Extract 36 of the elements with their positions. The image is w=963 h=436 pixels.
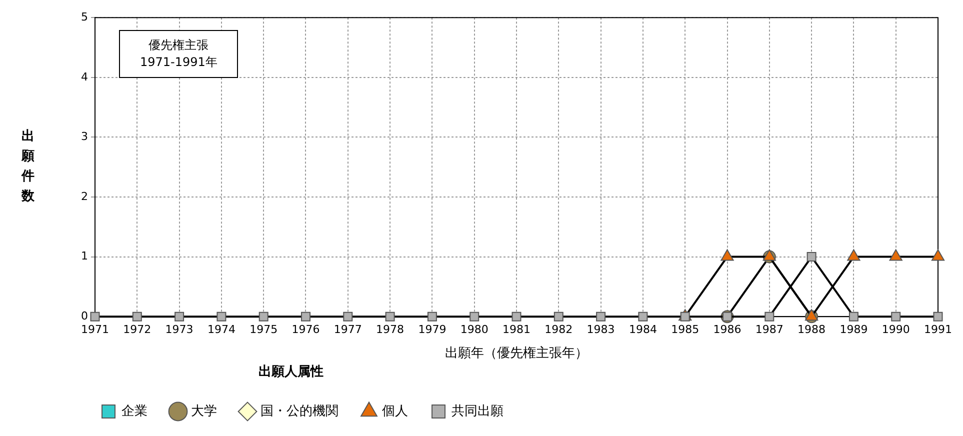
y-tick-label: 1	[81, 250, 88, 263]
x-tick-label: 1986	[713, 323, 742, 336]
x-tick-label: 1985	[671, 323, 700, 336]
x-tick-label: 1988	[798, 323, 826, 336]
x-tick-label: 1991	[924, 323, 952, 336]
legend-label: 共同出願	[452, 404, 504, 419]
y-tick-label: 4	[81, 70, 88, 84]
x-tick-label: 1983	[586, 323, 615, 336]
x-tick-label: 1977	[334, 323, 362, 336]
legend-label: 企業	[122, 404, 148, 419]
x-tick-label: 1975	[250, 323, 278, 336]
x-tick-label: 1981	[502, 323, 530, 336]
y-tick-label: 2	[81, 190, 88, 203]
x-tick-label: 1987	[755, 323, 784, 336]
note-box: 優先権主張 1971-1991年	[118, 30, 238, 78]
y-tick-label: 0	[81, 309, 88, 322]
x-tick-label: 1982	[544, 323, 573, 336]
x-tick-label: 1974	[207, 323, 236, 336]
y-tick-label: 3	[81, 130, 88, 144]
y-tick-label: 5	[81, 10, 88, 24]
x-tick-label: 1971	[81, 323, 109, 336]
x-tick-label: 1989	[840, 323, 868, 336]
x-tick-label: 1973	[165, 323, 194, 336]
x-tick-label: 1972	[123, 323, 152, 336]
legend-label: 個人	[382, 404, 408, 419]
legend-label: 国・公的機関	[260, 404, 338, 419]
x-tick-label: 1980	[460, 323, 488, 336]
x-tick-label: 1978	[376, 323, 404, 336]
x-axis-title: 出願年（優先権主張年）	[445, 344, 588, 361]
y-axis-title: 出願件数	[20, 128, 36, 206]
legend-title: 出願人属性	[258, 364, 324, 380]
x-tick-label: 1976	[292, 323, 320, 336]
x-tick-label: 1979	[418, 323, 446, 336]
x-tick-label: 1984	[628, 323, 657, 336]
x-tick-label: 1990	[882, 323, 910, 336]
legend-label: 大学	[191, 404, 217, 419]
